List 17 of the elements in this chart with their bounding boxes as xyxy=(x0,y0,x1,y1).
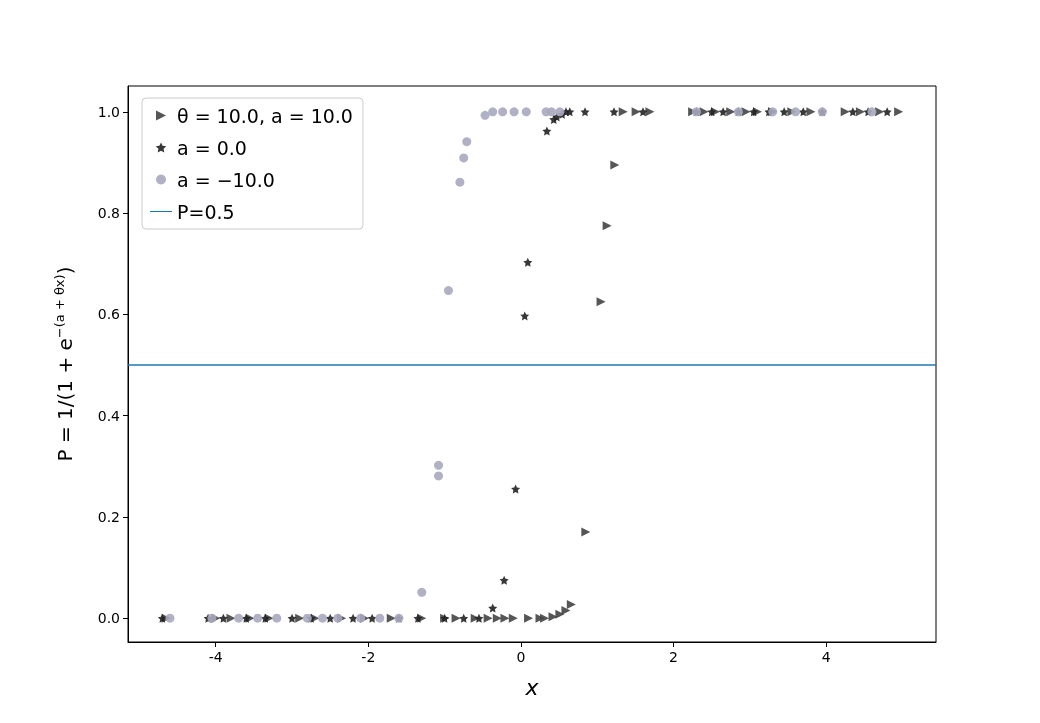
legend-label: P=0.5 xyxy=(177,200,235,223)
legend-label: a = −10.0 xyxy=(177,168,275,191)
y-tick-label: 1.0 xyxy=(97,103,120,120)
x-tick-label: 4 xyxy=(821,649,831,665)
legend-label: θ = 10.0, a = 10.0 xyxy=(177,104,353,127)
y-tick-label: 0.6 xyxy=(97,306,121,323)
y-axis-title: P = 1/(1 + e−(a + θx)) xyxy=(52,266,77,462)
x-tick-label: -4 xyxy=(208,649,223,665)
legend-label: a = 0.0 xyxy=(177,136,247,159)
y-tick-label: 0.0 xyxy=(97,610,120,627)
y-tick-label: 0.8 xyxy=(97,205,120,222)
x-tick-label: -2 xyxy=(361,649,376,665)
x-axis-title: x xyxy=(524,674,540,700)
y-tick-label: 0.2 xyxy=(97,508,120,525)
x-tick-label: 0 xyxy=(516,649,526,665)
y-tick-label: 0.4 xyxy=(97,407,121,424)
x-tick-label: 2 xyxy=(669,649,678,665)
